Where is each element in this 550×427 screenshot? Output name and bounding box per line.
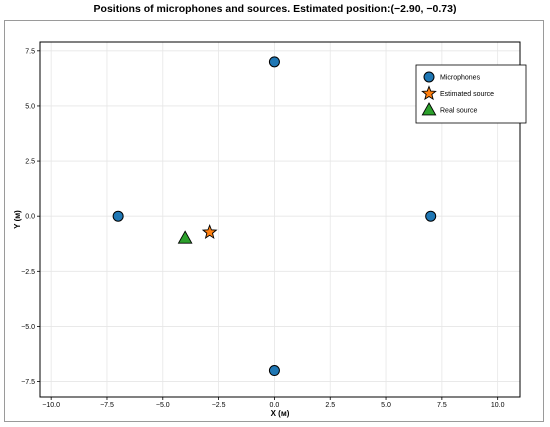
microphone-point <box>425 210 437 222</box>
chart-title: Positions of microphones and sources. Es… <box>93 3 457 15</box>
y-tick-label: 7.5 <box>25 48 35 55</box>
x-tick-label: −2.5 <box>212 402 226 409</box>
microphone-point <box>268 56 280 68</box>
legend-label: Estimated source <box>440 91 494 98</box>
y-tick-label: −5.0 <box>21 324 35 331</box>
x-tick-label: −5.0 <box>156 402 170 409</box>
legend-real-marker <box>421 102 437 116</box>
x-axis-label: X (м) <box>271 409 290 418</box>
y-tick-label: −2.5 <box>21 269 35 276</box>
real-source-point <box>177 230 193 244</box>
x-tick-label: 7.5 <box>437 402 447 409</box>
legend-estimated-marker <box>421 85 437 101</box>
y-axis-label: Y (м) <box>13 210 22 229</box>
microphone-point <box>112 210 124 222</box>
legend-label: Real source <box>440 108 477 115</box>
x-tick-label: 0.0 <box>270 402 280 409</box>
plot-area-border <box>39 41 521 398</box>
y-tick-label: −7.5 <box>21 379 35 386</box>
y-tick-label: 2.5 <box>25 159 35 166</box>
microphone-point <box>268 365 280 377</box>
x-tick-label: −7.5 <box>100 402 114 409</box>
legend-label: Microphones <box>440 75 481 82</box>
x-tick-label: −10.0 <box>42 402 60 409</box>
x-tick-label: 10.0 <box>491 402 505 409</box>
legend-microphones-marker <box>423 71 435 83</box>
y-tick-label: 0.0 <box>25 214 35 221</box>
x-tick-label: 2.5 <box>325 402 335 409</box>
estimated-source-point <box>201 224 218 239</box>
y-tick-label: 5.0 <box>25 103 35 110</box>
x-tick-label: 5.0 <box>381 402 391 409</box>
